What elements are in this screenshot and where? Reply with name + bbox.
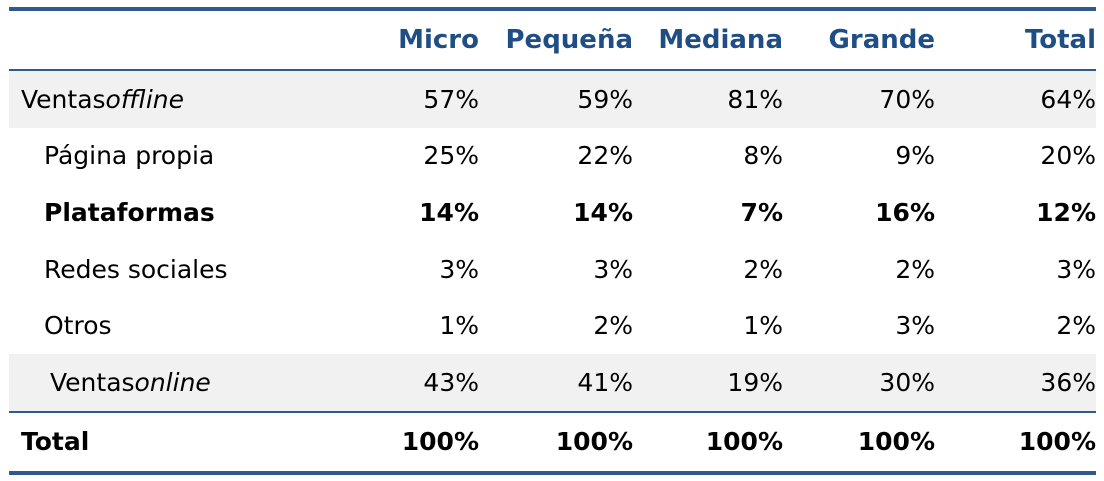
- cell-micro: 3%: [439, 254, 479, 284]
- cell-grande: 16%: [875, 197, 935, 227]
- cell-grande: 70%: [783, 71, 935, 128]
- header-row: Micro Pequeña Mediana Grande Total: [9, 11, 1096, 69]
- cell-grande: 30%: [783, 353, 935, 411]
- top-rule: [9, 7, 1096, 11]
- cell-total: 64%: [935, 71, 1096, 128]
- row-label: Plataformas: [44, 197, 215, 227]
- header-rule: [9, 69, 1096, 71]
- bottom-rule: [9, 470, 1096, 475]
- cell-mediana: 81%: [633, 71, 783, 128]
- table-row: Ventas offline 57% 59% 81% 70% 64%: [9, 71, 1096, 128]
- table-row: Redes sociales 3% 3% 2% 2% 3%: [9, 241, 1096, 298]
- cell-pequena: 100%: [555, 427, 633, 457]
- header-pequena: Pequeña: [505, 25, 634, 55]
- cell-total: 12%: [1036, 197, 1096, 227]
- cell-total: 36%: [935, 353, 1096, 411]
- header-grande: Grande: [828, 25, 935, 55]
- cell-grande: 9%: [895, 141, 935, 171]
- cell-micro: 25%: [423, 141, 479, 171]
- cell-total: 100%: [1018, 427, 1096, 457]
- cell-pequena: 3%: [593, 254, 633, 284]
- cell-pequena: 2%: [593, 311, 633, 341]
- total-rule: [9, 410, 1096, 413]
- cell-grande: 100%: [857, 427, 935, 457]
- row-label-text: Ventas: [50, 367, 135, 397]
- row-label: Total: [21, 427, 90, 457]
- row-label: Otros: [44, 311, 112, 341]
- cell-mediana: 8%: [743, 141, 783, 171]
- cell-grande: 3%: [895, 311, 935, 341]
- table-row: Plataformas 14% 14% 7% 16% 12%: [9, 184, 1096, 241]
- row-label-italic: offline: [105, 84, 185, 114]
- header-empty: [9, 11, 327, 69]
- cell-grande: 2%: [895, 254, 935, 284]
- row-label: Redes sociales: [44, 254, 228, 284]
- total-row: Total 100% 100% 100% 100% 100%: [9, 413, 1096, 471]
- row-label-italic: online: [134, 367, 211, 397]
- cell-pequena: 41%: [479, 353, 633, 411]
- cell-mediana: 100%: [705, 427, 783, 457]
- cell-total: 3%: [1056, 254, 1096, 284]
- row-label: Ventas offline: [9, 71, 327, 128]
- cell-micro: 57%: [327, 71, 479, 128]
- cell-total: 2%: [1056, 311, 1096, 341]
- cell-mediana: 19%: [633, 353, 783, 411]
- cell-micro: 14%: [419, 197, 479, 227]
- cell-pequena: 14%: [573, 197, 633, 227]
- row-label: Página propia: [44, 141, 215, 171]
- cell-pequena: 59%: [479, 71, 633, 128]
- table-row: Ventas online 43% 41% 19% 30% 36%: [9, 353, 1096, 411]
- sales-channel-table: Micro Pequeña Mediana Grande Total: [9, 11, 1096, 69]
- table-row: Página propia 25% 22% 8% 9% 20%: [9, 128, 1096, 185]
- table-row: Otros 1% 2% 1% 3% 2%: [9, 297, 1096, 354]
- cell-mediana: 1%: [743, 311, 783, 341]
- cell-micro: 100%: [401, 427, 479, 457]
- header-micro: Micro: [398, 25, 479, 55]
- cell-mediana: 2%: [743, 254, 783, 284]
- cell-micro: 43%: [327, 353, 479, 411]
- header-total: Total: [1024, 25, 1096, 55]
- row-label-text: Ventas: [21, 84, 106, 114]
- cell-mediana: 7%: [740, 197, 783, 227]
- cell-total: 20%: [1040, 141, 1096, 171]
- cell-micro: 1%: [439, 311, 479, 341]
- cell-pequena: 22%: [577, 141, 633, 171]
- header-mediana: Mediana: [658, 25, 783, 55]
- sales-channel-table-body: Ventas offline 57% 59% 81% 70% 64% Págin…: [9, 71, 1096, 411]
- data-table: Micro Pequeña Mediana Grande Total Venta…: [9, 7, 1096, 475]
- row-label: Ventas online: [9, 353, 327, 411]
- sales-channel-table-total: Total 100% 100% 100% 100% 100%: [9, 413, 1096, 471]
